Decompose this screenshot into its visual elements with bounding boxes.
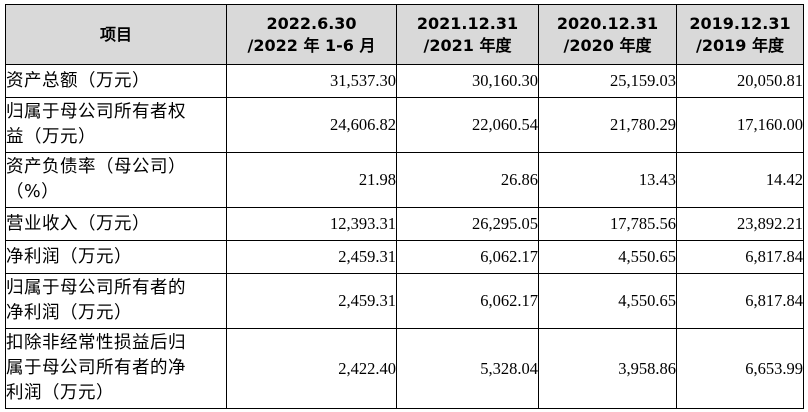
row-label-line: 扣除非经常性损益后归 xyxy=(6,333,186,353)
table-cell: 6,817.84 xyxy=(676,273,804,329)
header-line: /2022 年 1-6 月 xyxy=(247,35,376,55)
table-cell: 14.42 xyxy=(676,152,804,208)
table-row: 净利润（万元） 2,459.31 6,062.17 4,550.65 6,817… xyxy=(5,240,804,274)
header-item: 项目 xyxy=(5,4,227,65)
table-row: 营业收入（万元） 12,393.31 26,295.05 17,785.56 2… xyxy=(5,207,804,241)
table-header-row: 项目 2022.6.30 /2022 年 1-6 月 2021.12.31 /2… xyxy=(5,4,804,65)
table-cell: 23,892.21 xyxy=(676,207,804,241)
row-label-line: 归属于母公司所有者的 xyxy=(6,278,186,298)
header-line: /2020 年度 xyxy=(563,35,652,55)
table-cell: 2,459.31 xyxy=(226,273,397,329)
table-cell: 17,160.00 xyxy=(676,97,804,153)
row-label: 营业收入（万元） xyxy=(5,207,227,241)
table-cell: 2,422.40 xyxy=(226,328,397,409)
table-row: 归属于母公司所有者权 益（万元） 24,606.82 22,060.54 21,… xyxy=(5,97,804,153)
row-label-line: 属于母公司所有者的净 xyxy=(6,358,186,378)
table-cell: 31,537.30 xyxy=(226,64,397,98)
row-label-line: （%） xyxy=(6,182,60,202)
header-period-2021: 2021.12.31 /2021 年度 xyxy=(396,4,539,65)
table-cell: 4,550.65 xyxy=(538,240,677,274)
header-line: 2021.12.31 xyxy=(416,13,519,33)
table-cell: 20,050.81 xyxy=(676,64,804,98)
row-label-line: 资产负债率（母公司） xyxy=(6,157,186,177)
row-label: 资产负债率（母公司） （%） xyxy=(5,152,227,208)
table-cell: 22,060.54 xyxy=(396,97,539,153)
table-cell: 25,159.03 xyxy=(538,64,677,98)
row-label: 归属于母公司所有者权 益（万元） xyxy=(5,97,227,153)
table-cell: 6,653.99 xyxy=(676,328,804,409)
table-cell: 6,062.17 xyxy=(396,273,539,329)
table-cell: 12,393.31 xyxy=(226,207,397,241)
table-cell: 24,606.82 xyxy=(226,97,397,153)
row-label-line: 益（万元） xyxy=(6,127,96,147)
row-label: 资产总额（万元） xyxy=(5,64,227,98)
table-cell: 6,062.17 xyxy=(396,240,539,274)
table-cell: 26,295.05 xyxy=(396,207,539,241)
row-label-line: 利润（万元） xyxy=(6,383,114,403)
header-line: 项目 xyxy=(99,24,132,44)
financial-data-table: 项目 2022.6.30 /2022 年 1-6 月 2021.12.31 /2… xyxy=(5,4,804,409)
table-row: 归属于母公司所有者的 净利润（万元） 2,459.31 6,062.17 4,5… xyxy=(5,273,804,329)
row-label: 净利润（万元） xyxy=(5,240,227,274)
header-period-2022h1: 2022.6.30 /2022 年 1-6 月 xyxy=(226,4,397,65)
header-line: 2022.6.30 xyxy=(266,13,357,33)
table-cell: 13.43 xyxy=(538,152,677,208)
header-line: /2019 年度 xyxy=(696,35,784,55)
table-cell: 6,817.84 xyxy=(676,240,804,274)
row-label: 扣除非经常性损益后归 属于母公司所有者的净 利润（万元） xyxy=(5,328,227,409)
row-label-line: 归属于母公司所有者权 xyxy=(6,102,186,122)
table-cell: 5,328.04 xyxy=(396,328,539,409)
table-cell: 21,780.29 xyxy=(538,97,677,153)
table-cell: 21.98 xyxy=(226,152,397,208)
row-label-line: 净利润（万元） xyxy=(6,246,132,267)
row-label-line: 资产总额（万元） xyxy=(6,70,150,91)
table-cell: 4,550.65 xyxy=(538,273,677,329)
table-cell: 2,459.31 xyxy=(226,240,397,274)
table-row: 资产负债率（母公司） （%） 21.98 26.86 13.43 14.42 xyxy=(5,152,804,208)
header-line: /2021 年度 xyxy=(423,35,512,55)
header-period-2020: 2020.12.31 /2020 年度 xyxy=(538,4,677,65)
row-label: 归属于母公司所有者的 净利润（万元） xyxy=(5,273,227,329)
header-line: 2019.12.31 xyxy=(689,13,791,33)
header-period-2019: 2019.12.31 /2019 年度 xyxy=(676,4,804,65)
table-row: 扣除非经常性损益后归 属于母公司所有者的净 利润（万元） 2,422.40 5,… xyxy=(5,328,804,409)
row-label-line: 净利润（万元） xyxy=(6,303,132,323)
row-label-line: 营业收入（万元） xyxy=(6,213,150,234)
table-cell: 26.86 xyxy=(396,152,539,208)
table-cell: 17,785.56 xyxy=(538,207,677,241)
table-cell: 3,958.86 xyxy=(538,328,677,409)
table-cell: 30,160.30 xyxy=(396,64,539,98)
header-line: 2020.12.31 xyxy=(556,13,659,33)
table-row: 资产总额（万元） 31,537.30 30,160.30 25,159.03 2… xyxy=(5,64,804,98)
